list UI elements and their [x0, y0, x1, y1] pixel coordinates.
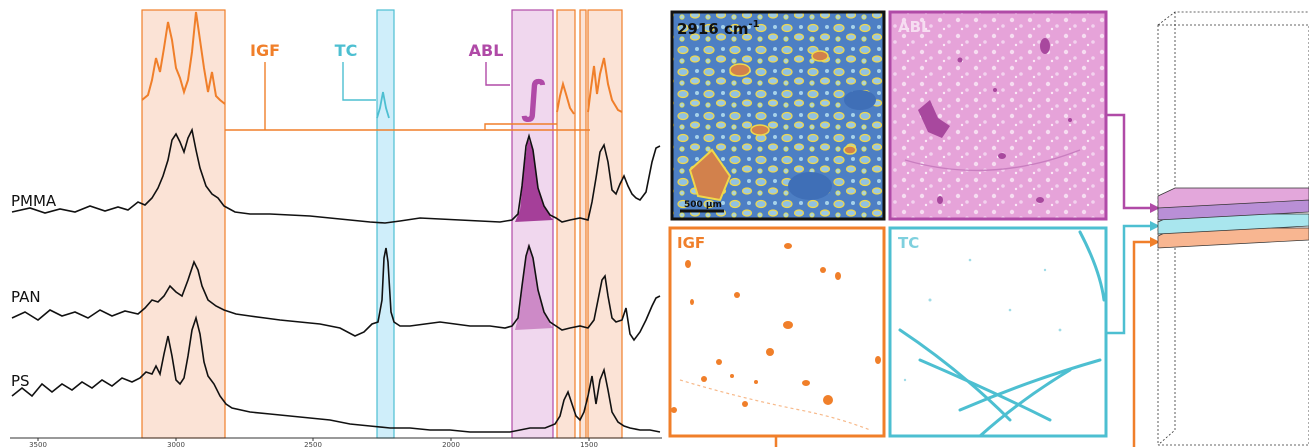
- abl-image-panel: ABL: [888, 10, 1108, 221]
- igf-panel-label: IGF: [677, 234, 705, 252]
- igf-window-4: [587, 9, 623, 439]
- scalebar-label: 500 μm: [684, 200, 722, 210]
- spectrum-name-pmma: PMMA: [11, 192, 57, 210]
- igf-spectrum-fp2: [587, 57, 623, 113]
- pan-abl-fill: [515, 244, 553, 330]
- igf-leader: [225, 62, 590, 131]
- tc-window: [376, 9, 395, 439]
- pmma-spectrum: [11, 127, 661, 224]
- tc-label: TC: [335, 41, 358, 60]
- igf-spectrum-fp: [556, 80, 575, 115]
- tc-panel-label: TC: [898, 234, 919, 252]
- pmma-abl-fill: [515, 138, 553, 222]
- x-tick-3000: 3000: [167, 441, 185, 447]
- igf-label: IGF: [250, 41, 280, 60]
- igf-window-3: [579, 9, 587, 439]
- raman-image-panel: 2916 cm-1 500 μm: [670, 10, 886, 221]
- igf-connector: [774, 240, 1150, 447]
- igf-spectrum-ch: [141, 11, 226, 105]
- tc-image-panel: TC: [888, 226, 1108, 438]
- layer-stack-cube: [1157, 11, 1309, 446]
- pan-spectrum: [11, 243, 661, 342]
- x-axis-ticks: [37, 438, 590, 441]
- abl-leader: [485, 62, 510, 86]
- igf-window-2: [556, 9, 576, 439]
- igf-arrowhead: [1150, 237, 1160, 247]
- x-tick-3500: 3500: [29, 441, 47, 447]
- x-tick-1500: 1500: [580, 441, 598, 447]
- tc-connector: [1107, 224, 1150, 335]
- abl-panel-label: ABL: [898, 18, 931, 36]
- x-tick-2000: 2000: [442, 441, 460, 447]
- abl-connector: [1107, 113, 1150, 210]
- ps-spectrum: [11, 315, 661, 433]
- spectrum-name-ps: PS: [11, 372, 30, 390]
- abl-label: ABL: [469, 41, 504, 60]
- abl-window: [511, 9, 554, 439]
- spectra-panel: ∫ IGF TC ABL PMMA PAN PS 3500 3000: [10, 9, 662, 447]
- abl-arrowhead: [1150, 203, 1160, 213]
- x-tick-2500: 2500: [304, 441, 322, 447]
- tc-arrowhead: [1150, 221, 1160, 231]
- spectrum-name-pan: PAN: [11, 288, 41, 306]
- tc-leader: [342, 62, 376, 101]
- igf-image-panel: IGF: [668, 226, 886, 438]
- raman-label: 2916 cm-1: [677, 19, 760, 38]
- stack-layer-pink: [1157, 187, 1309, 209]
- tc-peak: [376, 91, 390, 119]
- integral-symbol: ∫: [521, 72, 548, 123]
